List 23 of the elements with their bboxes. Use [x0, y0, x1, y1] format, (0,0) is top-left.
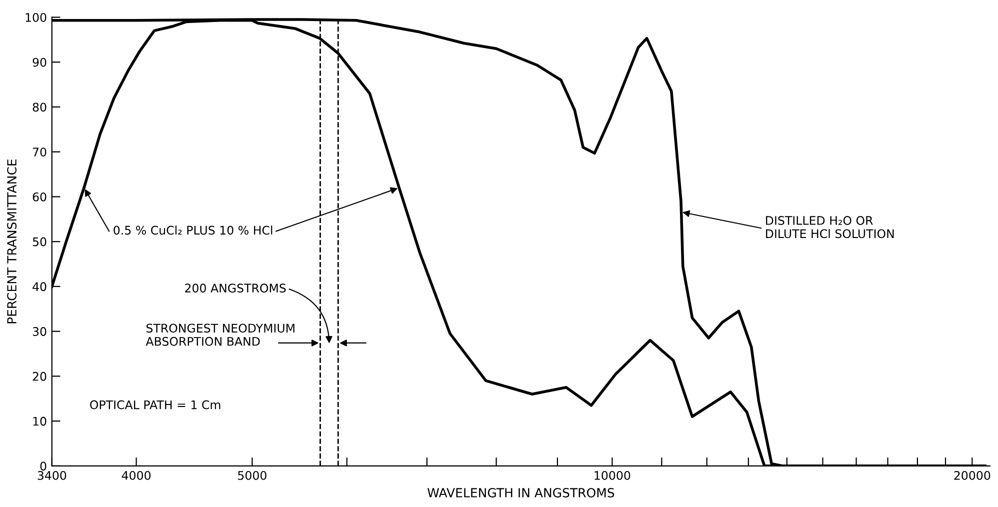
y-tick-label: 40 [32, 282, 46, 292]
x-tick-label: 3400 [38, 471, 66, 480]
annotation: DISTILLED H₂O OR DILUTE HCl SOLUTION [766, 216, 894, 238]
y-tick-label: 20 [32, 372, 46, 381]
y-tick-label: 30 [32, 327, 46, 336]
y-axis-title: PERCENT TRANSMITTANCE [7, 159, 17, 324]
annotation: OPTICAL PATH = 1 Cm [90, 400, 220, 410]
y-tick-label: 80 [32, 102, 46, 112]
y-tick-label: 90 [32, 58, 46, 67]
y-tick-label: 60 [32, 192, 46, 202]
y-tick-label: 70 [32, 148, 46, 156]
x-tick-label: 10000 [594, 471, 630, 480]
x-tick-label: 4000 [122, 471, 151, 480]
annotation: 200 ANGSTROMS [185, 284, 286, 293]
y-tick-label: 0 [40, 462, 46, 471]
annotation: 0.5 % CuCl₂ PLUS 10 % HCl [114, 226, 272, 235]
x-axis-title: WAVELENGTH IN ANGSTROMS [428, 488, 614, 498]
ref-line-label: STRONGEST NEODYMIUM ABSORPTION BAND [146, 324, 294, 346]
y-tick-label: 50 [32, 237, 46, 246]
y-tick-label: 100 [26, 12, 46, 22]
x-tick-label: 5000 [238, 471, 266, 480]
y-tick-label: 10 [33, 416, 46, 426]
x-tick-label: 20000 [954, 471, 990, 480]
